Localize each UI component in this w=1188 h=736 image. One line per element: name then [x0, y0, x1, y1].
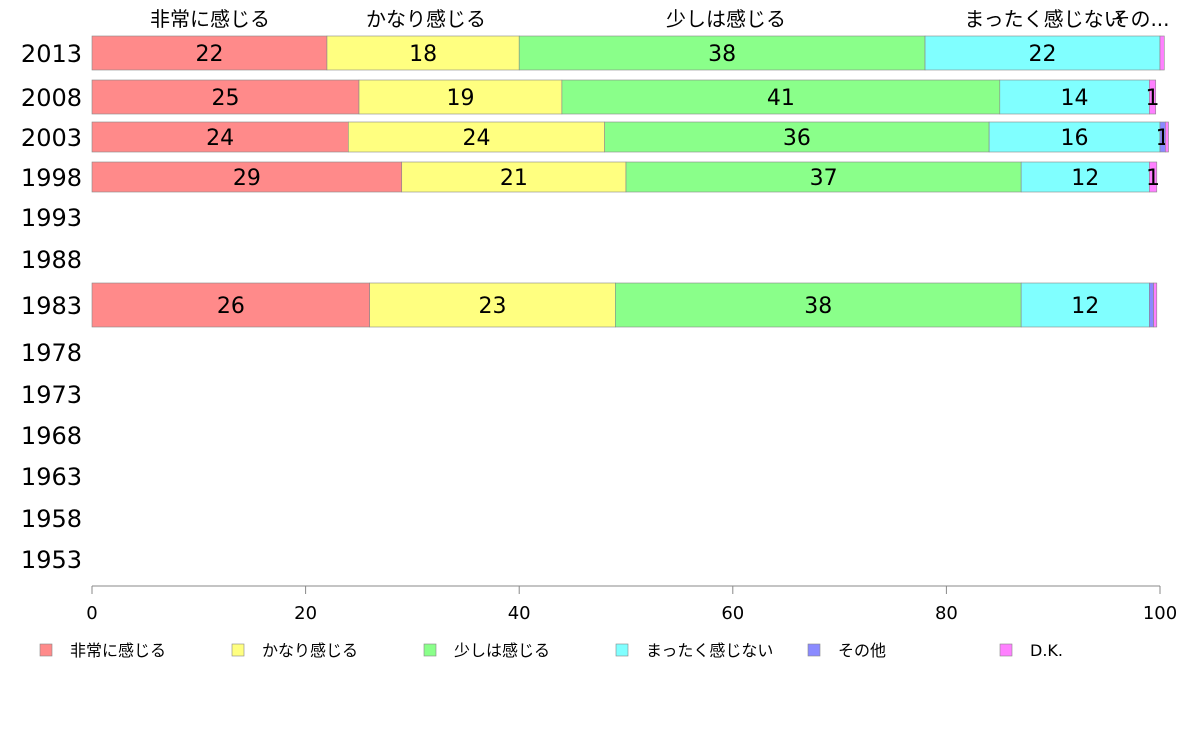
bar-segment: [91, 161, 403, 193]
data-label: 21: [500, 166, 528, 191]
data-label: 1: [1146, 166, 1160, 191]
data-label: 19: [446, 86, 474, 111]
legend-label: D.K.: [1030, 641, 1063, 660]
data-label: 38: [804, 294, 832, 319]
legend-label: その他: [838, 641, 886, 660]
legend-swatch: [39, 643, 53, 657]
legend-swatch: [423, 643, 437, 657]
data-label: 12: [1071, 294, 1099, 319]
legend-swatch: [999, 643, 1013, 657]
data-label: 37: [810, 166, 838, 191]
x-tick-label: 20: [294, 603, 317, 624]
top-label: かなり感じる: [366, 7, 486, 31]
bar-segment: [518, 35, 926, 71]
y-tick-label: 1998: [21, 164, 82, 192]
bar-segment: [561, 79, 1001, 115]
x-tick-label: 100: [1143, 603, 1177, 624]
y-axis-labels: 2013 2008 2003 1998 1993 1988 1983 1978 1973 1968…: [21, 40, 82, 574]
top-label: 少しは感じる: [666, 7, 786, 31]
bar-segment: [326, 35, 520, 71]
bar-segment: [1153, 282, 1158, 328]
bar-segment: [1149, 161, 1158, 193]
bar-segment: [91, 79, 360, 115]
bar-segment: [999, 79, 1150, 115]
y-tick-label: 1973: [21, 381, 82, 409]
bar-segment: [615, 282, 1022, 328]
bar-segment: [604, 121, 990, 153]
x-tick-label: 60: [721, 603, 744, 624]
x-tick-label: 80: [935, 603, 958, 624]
legend-swatch: [231, 643, 245, 657]
y-tick-label: 2013: [21, 40, 82, 68]
x-tick-label: 40: [508, 603, 531, 624]
bar-segment: [1165, 121, 1169, 153]
data-label: 38: [708, 42, 736, 67]
bar-segment: [1149, 282, 1154, 328]
top-label: 非常に感じる: [150, 7, 270, 31]
data-label: 36: [783, 126, 811, 151]
legend-label: 少しは感じる: [454, 641, 550, 660]
legend-label: 非常に感じる: [70, 641, 166, 660]
legend-swatch: [807, 643, 821, 657]
data-label: 22: [1029, 42, 1057, 67]
y-tick-label: 1958: [21, 505, 82, 533]
bar-segment: [91, 121, 349, 153]
bar-segment: [91, 35, 328, 71]
data-label: 18: [409, 42, 437, 67]
data-label: 41: [767, 86, 795, 111]
y-tick-label: 1953: [21, 546, 82, 574]
data-label: 12: [1071, 166, 1099, 191]
data-label: 25: [212, 86, 240, 111]
data-label: 24: [462, 126, 490, 151]
top-label: その...: [1110, 7, 1169, 31]
data-label: 22: [195, 42, 223, 67]
data-label: 24: [206, 126, 234, 151]
bar-segment: [91, 282, 370, 328]
bar-segment: [401, 161, 627, 193]
top-category-labels: 非常に感じる かなり感じる 少しは感じる まったく感じないその...: [150, 7, 1170, 31]
legend: 非常に感じる かなり感じる 少しは感じる まったく感じない その他 D.K.: [39, 641, 1063, 660]
bar-segment: [924, 35, 1161, 71]
bar-segment: [358, 79, 563, 115]
y-tick-label: 1993: [21, 204, 82, 232]
data-label: 14: [1061, 86, 1089, 111]
bar-segment: [1149, 79, 1157, 115]
legend-swatch: [615, 643, 629, 657]
bar-segment: [1159, 35, 1165, 71]
y-tick-label: 1983: [21, 292, 82, 320]
bar-segment: [1020, 161, 1150, 193]
legend-label: かなり感じる: [262, 641, 358, 660]
y-tick-label: 1988: [21, 246, 82, 274]
y-tick-label: 1963: [21, 463, 82, 491]
x-tick-label: 0: [86, 603, 97, 624]
y-tick-label: 1978: [21, 339, 82, 367]
x-axis: 0 20 40 60 80 100: [86, 585, 1177, 624]
y-tick-label: 2003: [21, 124, 82, 152]
data-label: 29: [233, 166, 261, 191]
y-tick-label: 2008: [21, 84, 82, 112]
data-label: 16: [1061, 126, 1089, 151]
bar-segment: [1020, 282, 1150, 328]
bar-segment: [348, 121, 605, 153]
bar-segment: [625, 161, 1022, 193]
data-label: 23: [479, 294, 507, 319]
bar-segment: [369, 282, 616, 328]
legend-label: まったく感じない: [646, 641, 773, 660]
top-label: まったく感じない: [964, 7, 1123, 31]
y-tick-label: 1968: [21, 422, 82, 450]
data-label: 26: [217, 294, 245, 319]
bar-segment: [988, 121, 1161, 153]
data-label: 1: [1146, 86, 1160, 111]
